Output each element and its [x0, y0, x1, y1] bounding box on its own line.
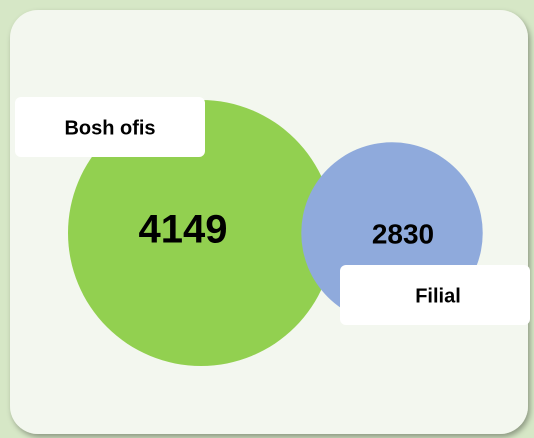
value-label: 2830	[372, 218, 434, 249]
bubble	[68, 100, 334, 366]
value-label: 4149	[139, 208, 228, 252]
label-box	[15, 97, 205, 157]
category-label: Filial	[415, 285, 461, 307]
category-label: Bosh ofis	[64, 117, 155, 139]
label-box	[340, 265, 530, 325]
